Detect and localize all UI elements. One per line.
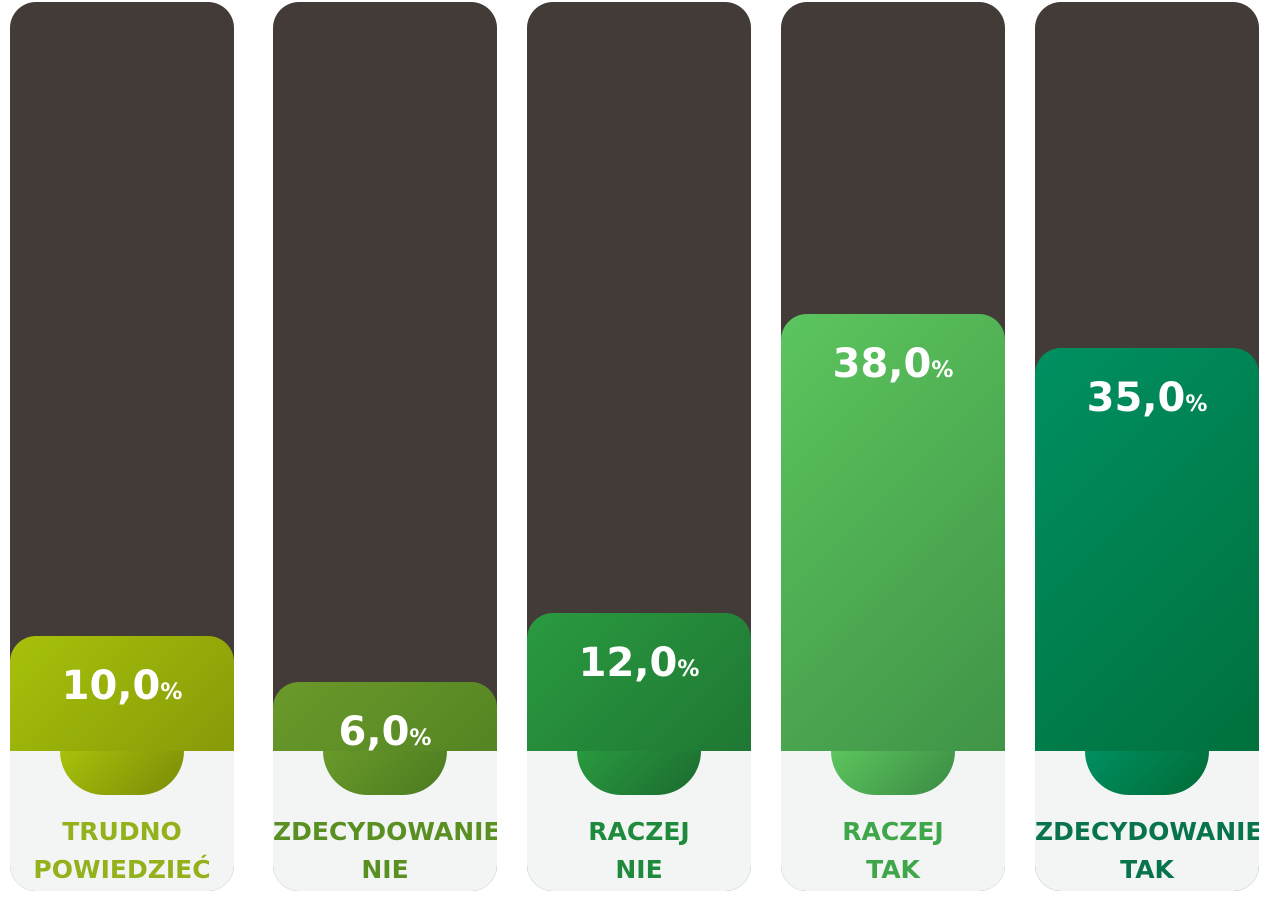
bar-value-label: 6,0%: [273, 710, 497, 761]
category-label-line: RACZEJ: [842, 817, 944, 846]
footer-notch: [577, 751, 701, 795]
category-label-line: ZDECYDOWANIE: [1035, 817, 1259, 846]
category-label: TRUDNO POWIEDZIEĆ: [10, 813, 234, 889]
value-unit: %: [931, 358, 954, 383]
bar-column: RACZEJ TAK 38,0%: [781, 2, 1005, 891]
value-number: 38,0: [832, 341, 932, 387]
footer-notch: [831, 751, 955, 795]
value-unit: %: [160, 680, 183, 705]
category-label: ZDECYDOWANIE TAK: [1035, 813, 1259, 889]
category-footer: ZDECYDOWANIE NIE: [273, 751, 497, 891]
category-label-line: RACZEJ: [588, 817, 690, 846]
category-label: RACZEJ NIE: [527, 813, 751, 889]
bar-column: RACZEJ NIE 12,0%: [527, 2, 751, 891]
bar-column: ZDECYDOWANIE NIE 6,0%: [273, 2, 497, 891]
value-number: 10,0: [61, 663, 161, 709]
category-label-line: NIE: [361, 855, 409, 884]
category-label-line: TAK: [866, 855, 920, 884]
bar-value-label: 10,0%: [10, 664, 234, 715]
value-number: 6,0: [338, 709, 410, 755]
bar-column: TRUDNO POWIEDZIEĆ 10,0%: [10, 2, 234, 891]
category-footer: ZDECYDOWANIE TAK: [1035, 751, 1259, 891]
footer-notch: [323, 751, 447, 795]
value-number: 12,0: [578, 640, 678, 686]
bar-value-label: 12,0%: [527, 641, 751, 692]
category-label-line: NIE: [615, 855, 663, 884]
bar-value-label: 35,0%: [1035, 376, 1259, 427]
bar-value-label: 38,0%: [781, 342, 1005, 393]
value-number: 35,0: [1086, 375, 1186, 421]
category-label-line: TAK: [1120, 855, 1174, 884]
footer-notch: [60, 751, 184, 795]
category-footer: TRUDNO POWIEDZIEĆ: [10, 751, 234, 891]
category-label-line: TRUDNO: [62, 817, 182, 846]
category-label: ZDECYDOWANIE NIE: [273, 813, 497, 889]
footer-notch: [1085, 751, 1209, 795]
category-footer: RACZEJ TAK: [781, 751, 1005, 891]
category-label: RACZEJ TAK: [781, 813, 1005, 889]
bar-column: ZDECYDOWANIE TAK 35,0%: [1035, 2, 1259, 891]
category-label-line: ZDECYDOWANIE: [273, 817, 497, 846]
value-unit: %: [1185, 392, 1208, 417]
category-footer: RACZEJ NIE: [527, 751, 751, 891]
category-label-line: POWIEDZIEĆ: [33, 855, 211, 884]
value-unit: %: [409, 726, 432, 751]
value-unit: %: [677, 657, 700, 682]
